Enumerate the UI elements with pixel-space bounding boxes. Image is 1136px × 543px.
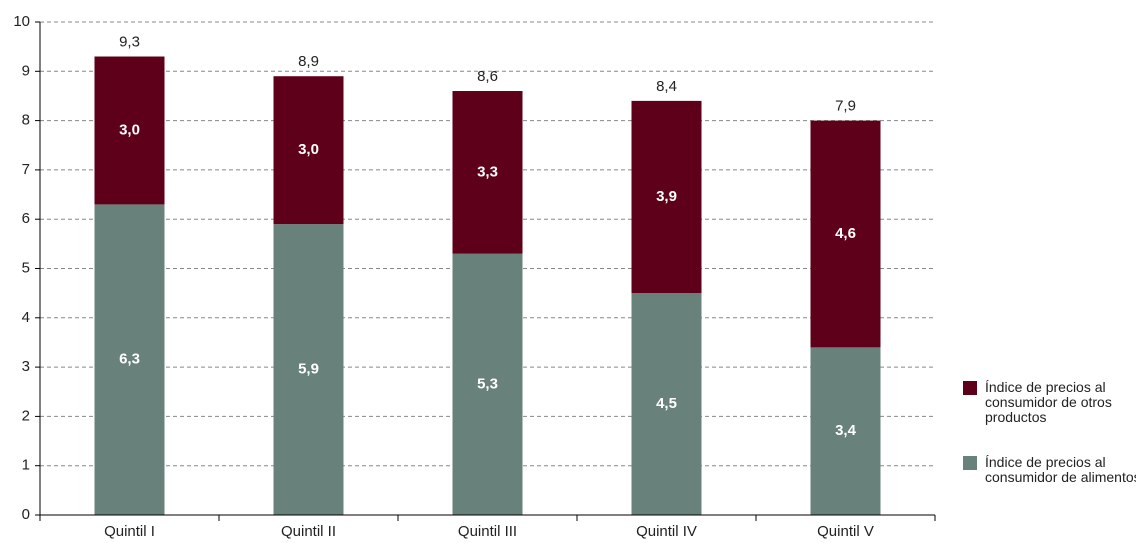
bar-segment (810, 347, 881, 515)
total-label: 8,4 (656, 78, 677, 95)
value-label: 4,6 (835, 225, 856, 242)
y-tick-label: 9 (22, 62, 30, 79)
value-label: 3,4 (835, 422, 857, 439)
x-tick-label: Quintil III (458, 523, 517, 540)
bar-segment (273, 76, 344, 225)
bar-segment (810, 120, 881, 348)
y-tick-label: 5 (22, 259, 30, 276)
total-label: 7,9 (835, 98, 856, 115)
y-tick-label: 8 (22, 112, 30, 129)
legend-entry: Índice de precios al consumidor de alime… (963, 455, 1136, 485)
value-label: 3,9 (656, 188, 677, 205)
total-label: 9,3 (119, 33, 140, 50)
x-tick-label: Quintil II (281, 523, 336, 540)
x-tick-label: Quintil I (104, 523, 155, 540)
bar-segment (452, 253, 523, 515)
y-tick-label: 0 (22, 506, 30, 523)
value-label: 3,0 (119, 121, 140, 138)
bar-segment (452, 91, 523, 254)
y-tick-label: 7 (22, 161, 30, 178)
y-tick-label: 6 (22, 210, 30, 227)
total-label: 8,6 (477, 68, 498, 85)
legend-label: Índice de precios al consumidor de otros… (985, 379, 1112, 425)
x-tick-label: Quintil IV (636, 523, 697, 540)
y-tick-label: 2 (22, 407, 30, 424)
y-tick-label: 3 (22, 358, 30, 375)
bar-segment (94, 56, 165, 205)
bar-segment (631, 293, 702, 515)
value-label: 3,0 (298, 141, 319, 158)
legend-swatch (963, 456, 977, 470)
legend-label: Índice de precios al consumidor de alime… (985, 454, 1136, 485)
value-label: 6,3 (119, 351, 140, 368)
x-tick-label: Quintil V (817, 523, 874, 540)
bar-segment (94, 204, 165, 515)
value-label: 5,9 (298, 361, 319, 378)
y-tick-label: 4 (22, 309, 30, 326)
legend-entry: Índice de precios al consumidor de otros… (963, 380, 1136, 425)
bar-segment (631, 100, 702, 294)
legend-swatch (963, 381, 977, 395)
y-tick-label: 10 (13, 13, 30, 30)
value-label: 5,3 (477, 375, 498, 392)
bar-segment (273, 224, 344, 515)
value-label: 3,3 (477, 163, 498, 180)
total-label: 8,9 (298, 53, 319, 70)
y-tick-label: 1 (22, 457, 30, 474)
value-label: 4,5 (656, 395, 677, 412)
